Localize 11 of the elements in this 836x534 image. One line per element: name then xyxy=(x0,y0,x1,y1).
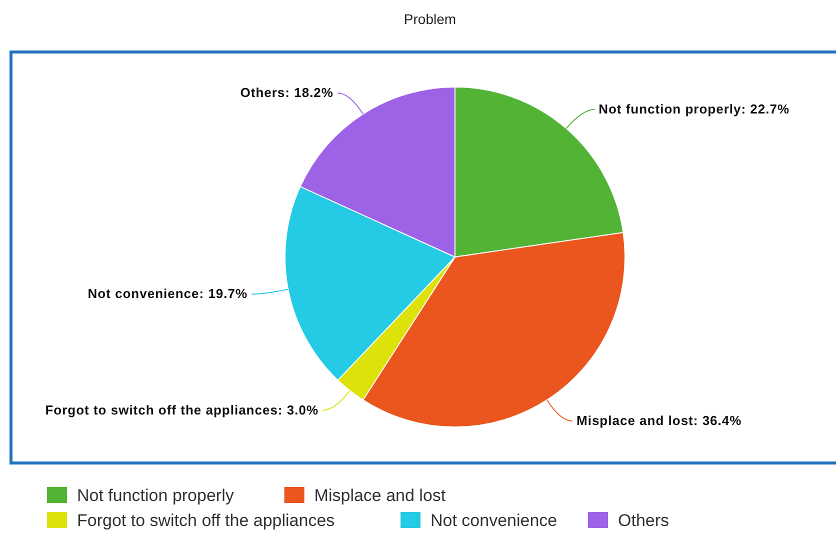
legend-label: Others xyxy=(618,511,670,530)
legend-label: Misplace and lost xyxy=(314,486,446,505)
data-label: Not convenience: 19.7% xyxy=(88,286,248,302)
data-label: Misplace and lost: 36.4% xyxy=(576,412,742,428)
data-label: Not function properly: 22.7% xyxy=(598,102,790,117)
legend-label: Forgot to switch off the appliances xyxy=(77,511,335,530)
legend-label: Not function properly xyxy=(77,486,234,505)
data-label: Forgot to switch off the appliances: 3.0% xyxy=(45,402,319,418)
chart-title: Problem xyxy=(404,11,456,27)
data-label: Others: 18.2% xyxy=(240,85,334,100)
legend-label: Not convenience xyxy=(430,511,558,530)
